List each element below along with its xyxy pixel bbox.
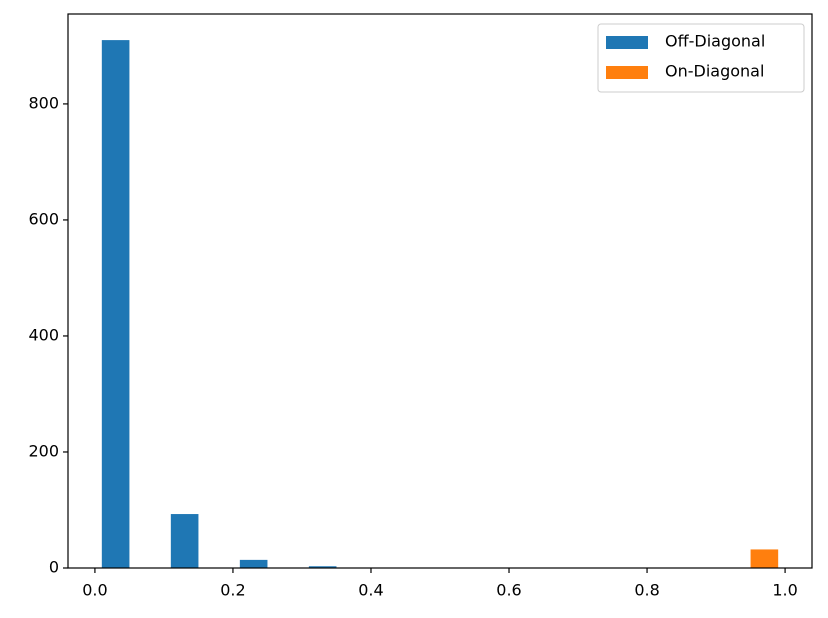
legend-label: Off-Diagonal: [665, 32, 765, 51]
y-tick-label: 800: [28, 93, 59, 112]
bar: [750, 549, 779, 568]
bar: [101, 40, 130, 568]
y-tick-label: 0: [49, 558, 59, 577]
x-tick-label: 0.8: [634, 581, 659, 600]
x-tick-label: 0.0: [82, 581, 107, 600]
x-tick-label: 0.4: [358, 581, 383, 600]
y-tick-label: 600: [28, 209, 59, 228]
x-tick-label: 0.2: [220, 581, 245, 600]
x-tick-label: 0.6: [496, 581, 521, 600]
legend-swatch: [606, 36, 648, 49]
bar: [239, 559, 268, 568]
x-tick-label: 1.0: [772, 581, 797, 600]
legend-box: [597, 23, 805, 93]
bar: [308, 566, 337, 568]
plot-frame: [67, 13, 813, 569]
legend-swatch: [606, 66, 648, 79]
y-tick-label: 200: [28, 441, 59, 460]
legend-label: On-Diagonal: [665, 62, 764, 81]
bar: [170, 514, 199, 568]
y-tick-label: 400: [28, 325, 59, 344]
